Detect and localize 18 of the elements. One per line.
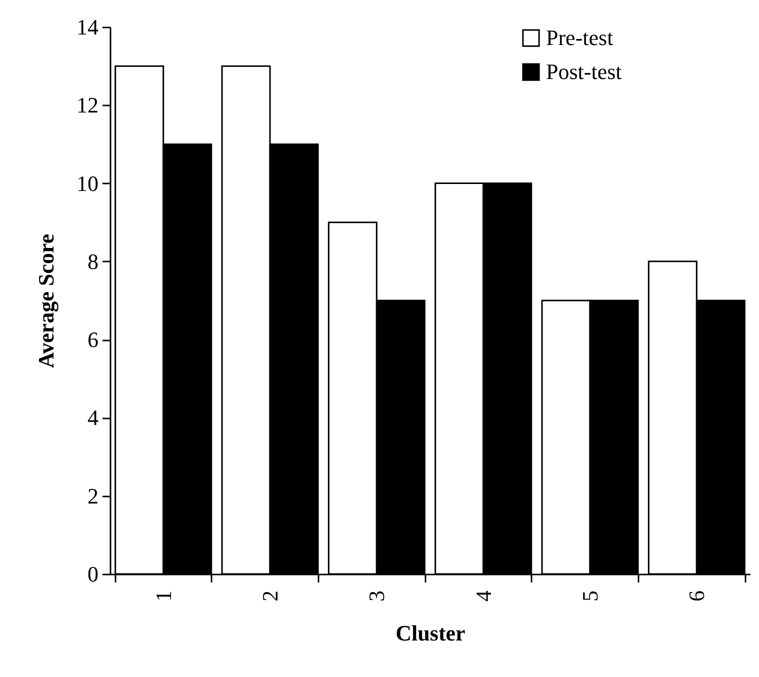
y-tick-label: 2 [88,483,98,508]
x-tick-label: 5 [578,590,602,602]
y-tick-label: 0 [88,562,98,586]
legend-label: Pre-test [546,25,614,50]
x-tick-label: 1 [150,590,176,602]
x-tick-label: 3 [364,590,390,602]
y-axis-title: Average Score [34,234,58,368]
y-tick-label: 6 [88,327,98,352]
x-tick-label: 4 [470,590,496,602]
x-tick-label: 2 [258,590,282,602]
y-tick-label: 4 [88,405,98,430]
y-tick-label: 10 [76,170,98,196]
x-tick-label: 6 [684,590,710,602]
x-axis-title: Cluster [396,620,466,646]
y-tick-label: 14 [76,14,98,40]
y-tick-label: 8 [88,248,98,274]
legend-label: Post-test [546,59,622,84]
y-tick-label: 12 [76,92,98,118]
